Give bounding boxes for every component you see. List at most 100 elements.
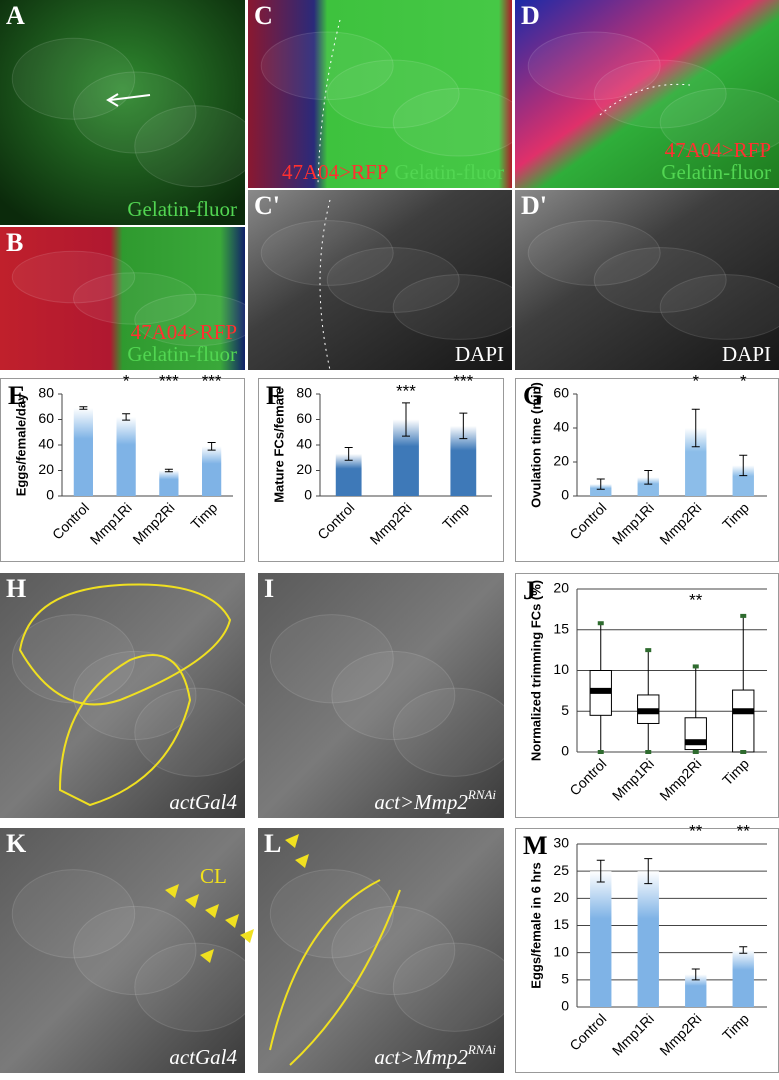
image-caption: 47A04>RFP — [131, 320, 237, 344]
significance-label: *** — [202, 371, 222, 390]
bar — [159, 470, 179, 496]
whisker-min — [740, 750, 747, 754]
error-bar — [691, 408, 700, 448]
median — [590, 687, 612, 694]
error-bar — [739, 946, 748, 954]
median — [685, 739, 707, 746]
bar — [732, 465, 754, 496]
y-tick-label: 60 — [38, 410, 54, 426]
y-axis-label: Ovulation time (min) — [528, 382, 543, 508]
tissue-shape — [659, 274, 779, 340]
caption-part: Gelatin-fluor — [661, 160, 771, 184]
error-bar — [739, 454, 748, 477]
y-tick-label: 20 — [296, 461, 312, 477]
panel-label: M — [523, 831, 548, 860]
bar — [637, 871, 659, 1007]
error-bar — [122, 413, 131, 421]
arrowhead — [240, 929, 254, 943]
y-tick-label: 20 — [553, 889, 569, 905]
y-tick-label: 80 — [296, 385, 312, 401]
tissue-shape — [392, 274, 526, 340]
significance-label: *** — [396, 381, 416, 400]
y-tick-label: 0 — [561, 998, 569, 1014]
significance-label: * — [692, 371, 699, 390]
error-bar — [164, 468, 173, 473]
error-bar — [344, 447, 353, 461]
outline — [58, 654, 192, 807]
y-tick-label: 10 — [553, 943, 569, 959]
panel-label: C — [254, 1, 273, 30]
outline — [269, 879, 401, 1066]
y-tick-label: 40 — [553, 419, 569, 435]
image-caption: act>Mmp2RNAi — [374, 1042, 496, 1069]
significance-label: * — [123, 371, 130, 390]
tissue-shape — [392, 87, 526, 157]
error-bar — [644, 470, 653, 485]
tissue-shape — [11, 250, 136, 304]
tissue-shape — [326, 247, 460, 313]
tissue-shape — [73, 71, 197, 154]
y-tick-label: 0 — [304, 487, 312, 503]
micrograph — [258, 828, 504, 1073]
whisker-max — [645, 648, 652, 653]
whisker-min — [645, 750, 652, 754]
caption-sup: RNAi — [467, 787, 497, 802]
bar — [685, 428, 707, 496]
bar — [590, 484, 612, 496]
arrowhead — [185, 894, 199, 908]
y-tick-label: 30 — [553, 835, 569, 851]
panel-label: K — [6, 829, 27, 858]
arrowhead — [205, 904, 219, 918]
boundary — [317, 19, 341, 186]
arrowhead — [295, 854, 309, 868]
panel-label: E — [8, 381, 25, 410]
tissue-shape — [392, 942, 517, 1032]
y-tick-label: 0 — [46, 487, 54, 503]
y-axis-label: Normalized trimming FCs (%) — [528, 580, 543, 761]
image-caption: Gelatin-fluor — [127, 197, 237, 221]
image-caption: 47A04>RFP — [665, 138, 771, 162]
tissue-shape — [11, 37, 136, 120]
micrograph — [248, 190, 512, 370]
boundary — [319, 199, 331, 371]
tissue-shape — [11, 869, 136, 959]
error-bar — [596, 859, 605, 883]
panel-label: G — [523, 381, 543, 410]
error-bar — [459, 412, 468, 440]
micrograph — [258, 573, 504, 818]
caption-part: Gelatin-fluor — [394, 160, 504, 184]
tissue-shape — [134, 687, 258, 777]
y-tick-label: 20 — [553, 453, 569, 469]
bar — [202, 446, 222, 496]
median — [732, 708, 754, 715]
bar — [590, 871, 612, 1007]
image-caption: Gelatin-fluor — [661, 160, 771, 184]
image-caption: Gelatin-fluor — [127, 342, 237, 366]
whisker-min — [597, 750, 604, 754]
arrow — [106, 93, 151, 107]
caption-sup: RNAi — [467, 1042, 497, 1057]
bar — [637, 477, 659, 496]
y-tick-label: 40 — [296, 436, 312, 452]
y-tick-label: 10 — [553, 661, 569, 677]
significance-label: ** — [689, 821, 703, 840]
panel-label: F — [266, 381, 282, 410]
bar — [685, 974, 707, 1007]
panel-label: J — [523, 576, 536, 605]
tissue-shape — [134, 942, 258, 1032]
tissue-shape — [593, 59, 727, 129]
error-bar — [79, 406, 88, 410]
tissue-shape — [331, 650, 456, 741]
error-bar — [596, 478, 605, 490]
tissue-shape — [659, 87, 779, 157]
tissue-shape — [527, 220, 661, 286]
y-tick-label: 5 — [561, 971, 569, 987]
error-bar — [644, 858, 653, 885]
panel-label: I — [264, 574, 274, 603]
tissue-shape — [73, 905, 197, 996]
micrograph — [0, 828, 245, 1073]
significance-label: *** — [159, 371, 179, 390]
y-tick-label: 40 — [38, 436, 54, 452]
micrograph — [0, 573, 245, 818]
y-tick-label: 20 — [38, 461, 54, 477]
